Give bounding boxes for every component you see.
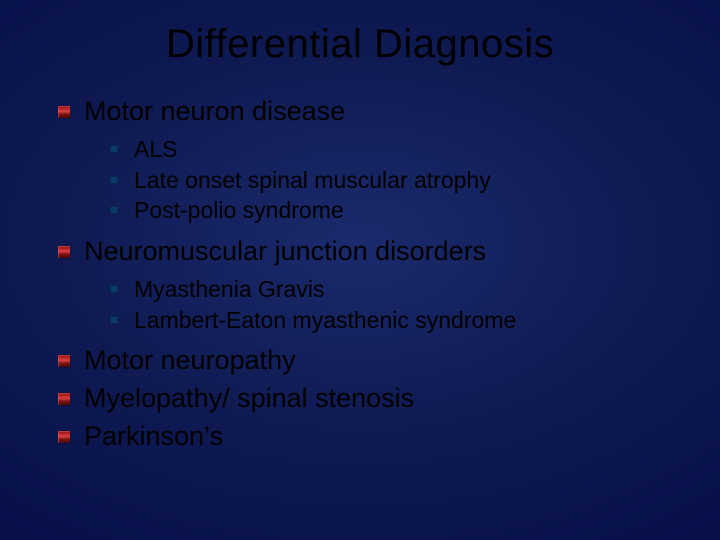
sublist-item-text: Late onset spinal muscular atrophy xyxy=(134,166,491,195)
bullet-square-blue-icon xyxy=(110,206,118,214)
list-item-text: Motor neuropathy xyxy=(84,344,296,378)
bullet-square-red-icon xyxy=(58,355,70,367)
list-item: Neuromuscular junction disorders xyxy=(58,235,720,269)
sublist-item: Late onset spinal muscular atrophy xyxy=(110,166,720,195)
sublist-item-text: ALS xyxy=(134,135,177,164)
sublist-item-text: Lambert-Eaton myasthenic syndrome xyxy=(134,306,516,335)
list-item: Myelopathy/ spinal stenosis xyxy=(58,382,720,416)
sublist-item: Myasthenia Gravis xyxy=(110,275,720,304)
slide: Differential Diagnosis Motor neuron dise… xyxy=(0,0,720,540)
sublist-item: ALS xyxy=(110,135,720,164)
list-item-text: Neuromuscular junction disorders xyxy=(84,235,486,269)
list-item: Motor neuropathy xyxy=(58,344,720,378)
sublist-item: Lambert-Eaton myasthenic syndrome xyxy=(110,306,720,335)
bullet-square-blue-icon xyxy=(110,176,118,184)
sublist: Myasthenia Gravis Lambert-Eaton myasthen… xyxy=(58,275,720,335)
list-item-text: Motor neuron disease xyxy=(84,95,345,129)
list-item-text: Parkinson’s xyxy=(84,420,223,454)
slide-title: Differential Diagnosis xyxy=(0,22,720,67)
list-item: Motor neuron disease xyxy=(58,95,720,129)
bullet-square-blue-icon xyxy=(110,145,118,153)
sublist-item-text: Myasthenia Gravis xyxy=(134,275,324,304)
sublist-item-text: Post-polio syndrome xyxy=(134,196,344,225)
bullet-square-blue-icon xyxy=(110,285,118,293)
bullet-square-blue-icon xyxy=(110,316,118,324)
bullet-square-red-icon xyxy=(58,246,70,258)
slide-content: Motor neuron disease ALS Late onset spin… xyxy=(0,95,720,454)
list-item-text: Myelopathy/ spinal stenosis xyxy=(84,382,414,416)
bullet-square-red-icon xyxy=(58,106,70,118)
sublist-item: Post-polio syndrome xyxy=(110,196,720,225)
bullet-square-red-icon xyxy=(58,431,70,443)
sublist: ALS Late onset spinal muscular atrophy P… xyxy=(58,135,720,225)
list-item: Parkinson’s xyxy=(58,420,720,454)
bullet-square-red-icon xyxy=(58,393,70,405)
